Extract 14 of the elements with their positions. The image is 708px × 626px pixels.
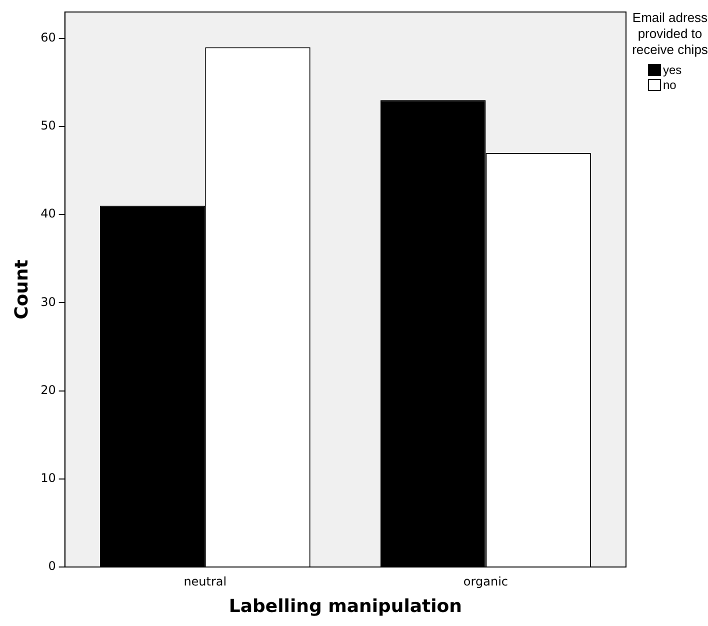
y-tick-label: 10: [40, 471, 56, 486]
x-tick-label: organic: [463, 574, 508, 588]
y-tick-label: 60: [40, 30, 56, 45]
legend-title: Email adress provided to receive chips: [632, 10, 708, 58]
y-tick-label: 30: [40, 294, 56, 309]
legend-label: no: [663, 78, 676, 92]
legend-label: yes: [663, 62, 682, 76]
y-axis-title: Count: [11, 259, 32, 320]
x-axis-title: Labelling manipulation: [228, 596, 462, 617]
y-tick-label: 50: [40, 118, 56, 133]
y-tick-label: 40: [40, 206, 56, 221]
y-tick-label: 20: [40, 382, 56, 397]
x-tick-label: neutral: [184, 574, 227, 588]
y-tick-label: 0: [48, 559, 56, 574]
